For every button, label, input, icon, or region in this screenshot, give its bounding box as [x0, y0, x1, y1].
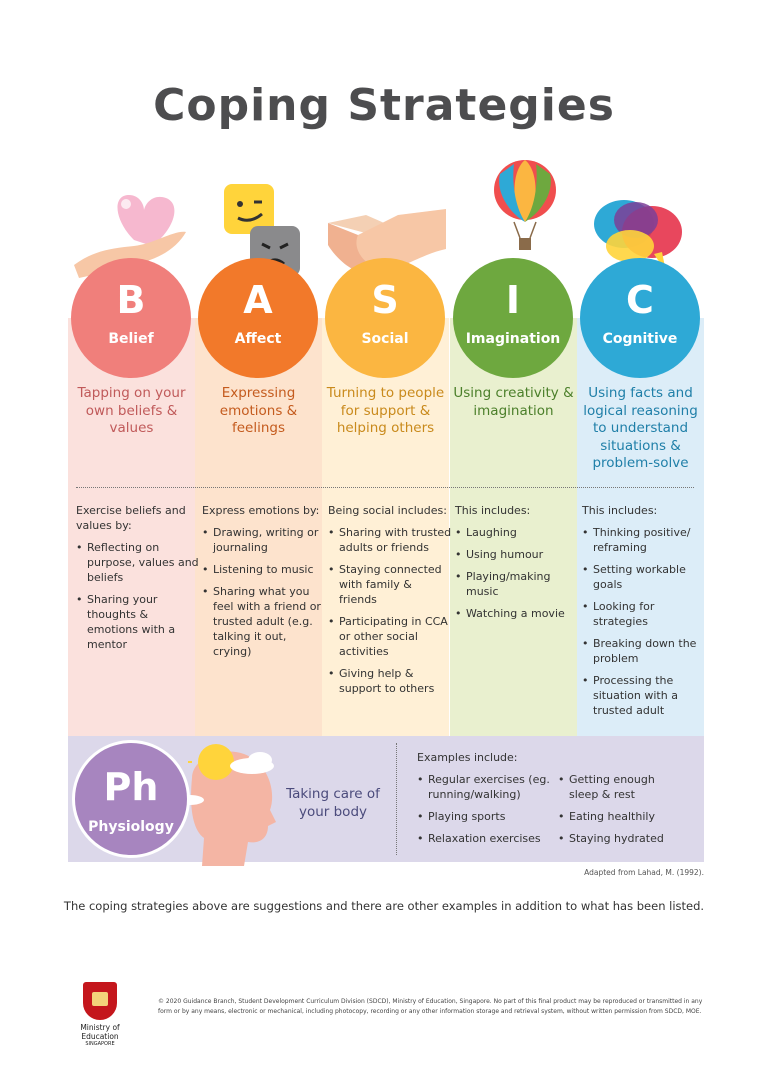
list-item: Relaxation exercises	[417, 831, 552, 846]
belief-letter: B	[116, 278, 146, 322]
logo-name: Ministry of Education	[80, 1023, 120, 1041]
list-item: Processing the situation with a trusted …	[582, 673, 700, 718]
physiology-intro: Examples include:	[417, 751, 518, 764]
list-item: Thinking positive/ reframing	[582, 525, 700, 555]
list-item: Participating in CCA or other social act…	[328, 614, 452, 659]
belief-label: Belief	[108, 331, 154, 347]
belief-circle: B Belief	[71, 258, 191, 378]
list-item: Listening to music	[202, 562, 326, 577]
list-item: Breaking down the problem	[582, 636, 700, 666]
list-item: Giving help & support to others	[328, 666, 452, 696]
social-list-intro: Being social includes:	[328, 504, 447, 517]
affect-list: Express emotions by: Drawing, writing or…	[202, 503, 326, 666]
physiology-letter: Ph	[103, 765, 159, 809]
list-item: Using humour	[455, 547, 579, 562]
list-item: Sharing what you feel with a friend or t…	[202, 584, 326, 659]
physiology-list-left: Regular exercises (eg. running/walking) …	[417, 772, 552, 853]
affect-label: Affect	[234, 331, 282, 347]
list-item: Laughing	[455, 525, 579, 540]
vertical-dotted-divider	[396, 743, 397, 855]
dotted-divider	[76, 487, 694, 488]
social-list: Being social includes: Sharing with trus…	[328, 503, 452, 703]
cognitive-label: Cognitive	[602, 331, 678, 347]
list-item: Regular exercises (eg. running/walking)	[417, 772, 552, 802]
list-item: Sharing with trusted adults or friends	[328, 525, 452, 555]
belief-description: Tapping on your own beliefs & values	[77, 385, 186, 436]
affect-letter: A	[243, 278, 273, 322]
imagination-list-intro: This includes:	[455, 504, 531, 517]
imagination-description: Using creativity & imagination	[453, 385, 574, 419]
imagination-label: Imagination	[465, 331, 561, 347]
hot-air-balloon-icon	[494, 160, 556, 250]
belief-list: Exercise beliefs and values by: Reflecti…	[76, 503, 200, 659]
cognitive-description: Using facts and logical reasoning to und…	[583, 385, 698, 471]
list-item: Playing sports	[417, 809, 552, 824]
affect-description: Expressing emotions & feelings	[219, 385, 298, 436]
cognitive-list: This includes: Thinking positive/ refram…	[582, 503, 700, 725]
list-item: Sharing your thoughts & emotions with a …	[76, 592, 200, 652]
list-item: Looking for strategies	[582, 599, 700, 629]
social-label: Social	[361, 331, 409, 347]
affect-circle: A Affect	[198, 258, 318, 378]
social-circle: S Social	[325, 258, 445, 378]
physiology-label: Physiology	[88, 819, 174, 835]
belief-list-intro: Exercise beliefs and values by:	[76, 504, 186, 532]
imagination-letter: I	[505, 278, 521, 322]
list-item: Drawing, writing or journaling	[202, 525, 326, 555]
social-description: Turning to people for support & helping …	[326, 385, 445, 436]
list-item: Reflecting on purpose, values and belief…	[76, 540, 200, 585]
list-item: Setting workable goals	[582, 562, 700, 592]
list-item: Getting enough sleep & rest	[558, 772, 678, 802]
list-item: Eating healthily	[558, 809, 678, 824]
handshake-icon	[328, 209, 446, 275]
cognitive-circle: C Cognitive	[580, 258, 700, 378]
physiology-list-right: Getting enough sleep & rest Eating healt…	[558, 772, 678, 853]
cognitive-list-intro: This includes:	[582, 504, 658, 517]
physiology-description: Taking care of your body	[286, 786, 380, 820]
page-title: Coping Strategies	[153, 80, 615, 131]
physiology-circle: Ph Physiology	[72, 740, 190, 858]
moe-logo: Ministry of Education SINGAPORE	[64, 982, 136, 1047]
list-item: Staying connected with family & friends	[328, 562, 452, 607]
cognitive-letter: C	[626, 278, 654, 322]
head-sun-icon	[176, 744, 276, 866]
crest-icon	[83, 982, 117, 1020]
belief-column	[68, 318, 195, 736]
imagination-circle: I Imagination	[453, 258, 573, 378]
social-letter: S	[371, 278, 399, 322]
copyright-text: © 2020 Guidance Branch, Student Developm…	[158, 998, 703, 1015]
list-item: Staying hydrated	[558, 831, 678, 846]
affect-list-intro: Express emotions by:	[202, 504, 320, 517]
footnote: The coping strategies above are suggesti…	[63, 899, 705, 913]
source-credit: Adapted from Lahad, M. (1992).	[584, 868, 704, 877]
list-item: Playing/making music	[455, 569, 579, 599]
logo-country: SINGAPORE	[85, 1041, 115, 1047]
list-item: Watching a movie	[455, 606, 579, 621]
imagination-list: This includes: Laughing Using humour Pla…	[455, 503, 579, 628]
